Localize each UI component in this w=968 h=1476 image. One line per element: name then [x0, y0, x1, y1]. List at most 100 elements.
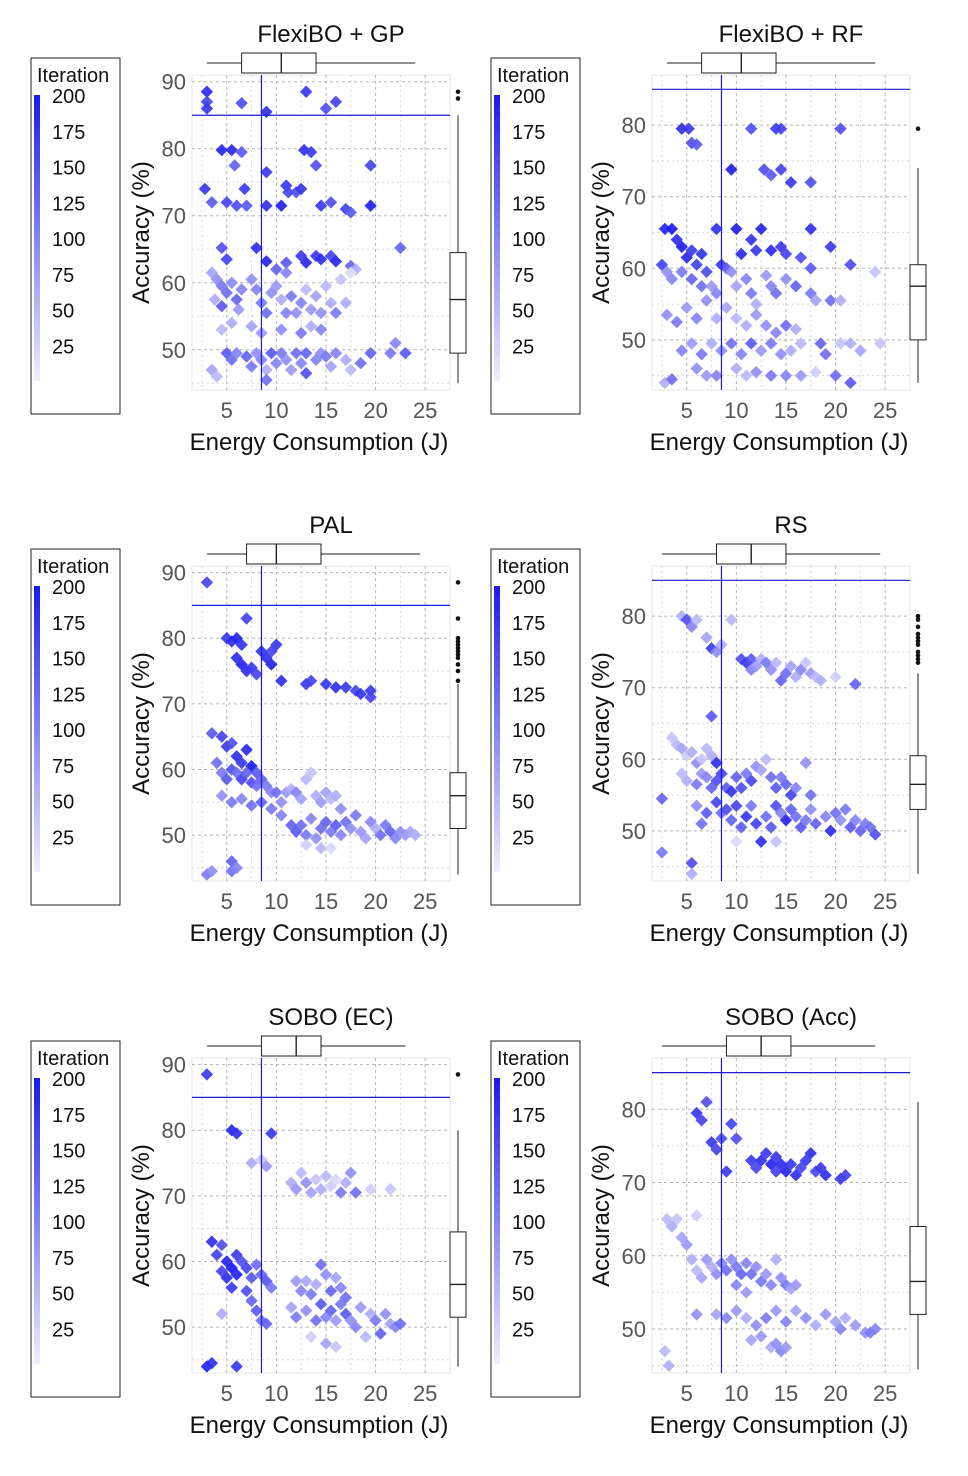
x-marginal-boxplot [206, 52, 416, 74]
data-point [329, 789, 343, 802]
x-marginal-boxplot [661, 1035, 876, 1057]
data-point [658, 222, 672, 236]
data-point [230, 631, 243, 645]
data-point [759, 269, 773, 282]
x-tick-label: 15 [774, 1381, 798, 1406]
data-point [265, 645, 278, 658]
data-point [309, 1173, 323, 1186]
boxplot-outlier [915, 613, 921, 619]
chart-title: FlexiBO + RF [719, 21, 864, 48]
data-point [789, 322, 803, 336]
data-point [275, 809, 288, 822]
x-tick-label: 10 [724, 1381, 748, 1406]
legend-tick-label: 200 [512, 577, 545, 599]
data-point [240, 199, 253, 212]
data-points [655, 609, 882, 881]
data-point [205, 196, 219, 209]
legend-tick-label: 50 [512, 1284, 534, 1306]
x-tick-label: 15 [314, 398, 338, 423]
data-point [289, 1274, 303, 1288]
data-point [275, 293, 288, 306]
legend-tick-label: 200 [512, 1069, 545, 1091]
data-point [240, 612, 253, 625]
data-point [230, 1127, 243, 1140]
legend-title: Iteration [497, 65, 569, 87]
x-tick-label: 25 [413, 1381, 437, 1406]
boxplot-outlier [455, 668, 461, 674]
legend-frame [30, 548, 121, 906]
data-point [314, 199, 328, 212]
data-point [314, 1183, 328, 1196]
x-marginal-boxplot [666, 52, 876, 74]
boxplot-outlier [455, 635, 461, 641]
data-point [230, 346, 243, 360]
legend-tick-label: 150 [52, 158, 85, 180]
data-point [289, 346, 303, 360]
legend-tick-label: 175 [512, 1105, 545, 1127]
data-point [309, 159, 323, 172]
data-point [779, 778, 793, 791]
data-point [232, 303, 245, 316]
boxplot-outlier [455, 678, 461, 684]
x-tick-label: 25 [873, 1381, 897, 1406]
boxplot-outlier [915, 642, 921, 648]
data-point [250, 241, 263, 255]
data-point [359, 832, 372, 845]
data-point [260, 651, 273, 665]
legend-tick-label: 175 [52, 1105, 85, 1127]
data-point [764, 244, 778, 257]
data-point [245, 360, 258, 373]
data-point [215, 1307, 228, 1321]
boxplot-box [246, 543, 322, 565]
plot-area [191, 74, 451, 391]
x-tick-label: 5 [221, 889, 233, 914]
data-point [235, 638, 248, 651]
data-point [304, 145, 318, 159]
data-point [844, 337, 857, 350]
legend-frame [30, 1040, 121, 1398]
data-point [240, 1284, 253, 1298]
data-point [299, 1274, 313, 1288]
data-point [710, 1308, 723, 1321]
y-axis-label: Accuracy (%) [588, 652, 615, 795]
data-point [834, 1322, 847, 1336]
data-point [299, 828, 313, 842]
data-point [235, 96, 248, 110]
data-point [344, 206, 357, 219]
data-point [260, 373, 273, 387]
data-point [260, 363, 273, 377]
data-point [329, 681, 343, 694]
boxplot-box [701, 52, 777, 74]
legend-tick-label: 150 [512, 158, 545, 180]
legend-tick-label: 25 [52, 1319, 74, 1341]
data-point [208, 293, 222, 306]
data-point [230, 293, 243, 306]
data-point [779, 369, 793, 382]
data-point [314, 253, 328, 266]
data-point [710, 1143, 723, 1156]
legend-tick-label: 125 [512, 684, 545, 706]
data-point [260, 1317, 273, 1330]
boxplot-outlier [455, 616, 461, 621]
data-point [339, 353, 353, 367]
chart-title: SOBO (Acc) [725, 1004, 857, 1031]
legend-tick-label: 75 [512, 756, 534, 778]
y-tick-label: 60 [162, 271, 186, 296]
legend-tick-label: 150 [512, 649, 545, 671]
data-point [769, 1253, 783, 1266]
data-point [250, 1258, 263, 1271]
legend-frame [30, 57, 121, 415]
data-point [324, 1304, 338, 1317]
data-point [200, 85, 214, 98]
data-point [270, 786, 283, 799]
y-tick-label: 80 [162, 137, 186, 162]
data-point [685, 1253, 698, 1266]
data-point [839, 803, 852, 816]
data-point [265, 658, 278, 671]
data-point [339, 296, 353, 310]
data-point [275, 674, 288, 688]
